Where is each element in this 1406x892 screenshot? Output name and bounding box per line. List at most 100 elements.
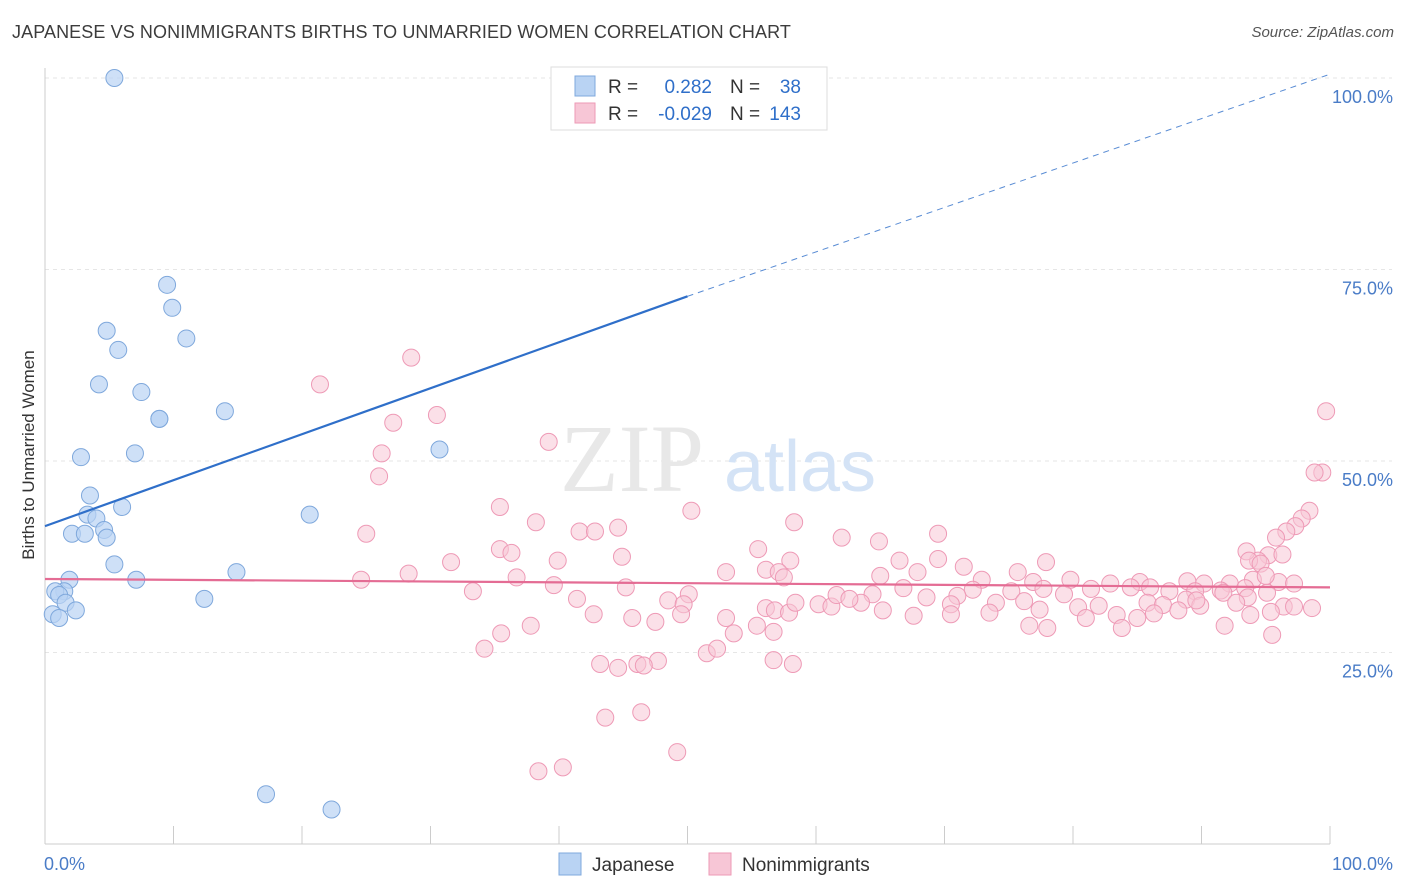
japanese-point-6 <box>109 340 128 359</box>
nonimmigrants-point-20 <box>749 540 768 559</box>
nonimmigrants-point-72 <box>1089 596 1108 615</box>
nonimmigrants-point-81 <box>567 589 586 608</box>
nonimmigrants-point-111 <box>1128 609 1147 628</box>
nonimmigrants-point-66 <box>917 588 936 607</box>
nonimmigrants-point-43 <box>774 568 793 587</box>
nonimmigrants-point-15 <box>869 532 888 551</box>
chart-title: JAPANESE VS NONIMMIGRANTS BIRTHS TO UNMA… <box>12 22 791 42</box>
nonimmigrants-point-142 <box>1305 463 1324 482</box>
japanese-point-13 <box>71 448 90 467</box>
nonimmigrants-point-14 <box>357 524 376 543</box>
nonimmigrants-point-24 <box>929 550 948 569</box>
nonimmigrants-point-5 <box>372 444 391 463</box>
y-tick-label-3: 100.0% <box>1332 87 1393 107</box>
japanese-point-8 <box>132 383 151 402</box>
nonimmigrants-point-134 <box>783 654 802 673</box>
japanese-point-0 <box>105 69 124 87</box>
legend-swatch-japanese <box>574 75 596 97</box>
trend-lines <box>44 73 1331 589</box>
nonimmigrants-point-7 <box>490 497 509 516</box>
japanese-point-4 <box>177 329 196 348</box>
source-label: Source: ZipAtlas.com <box>1251 24 1394 41</box>
japanese-point-5 <box>97 321 116 340</box>
nonimmigrants-point-52 <box>894 579 913 598</box>
nonimmigrants-point-115 <box>724 624 743 643</box>
nonimmigrants-point-113 <box>1303 599 1322 618</box>
nonimmigrants-point-137 <box>668 743 687 762</box>
nonimmigrants-point-3 <box>384 413 403 432</box>
nonimmigrants-point-26 <box>954 557 973 576</box>
japanese-point-36 <box>257 785 276 804</box>
japanese-trend-line <box>44 295 688 528</box>
nonimmigrants-point-6 <box>370 467 389 486</box>
nonimmigrants-point-101 <box>584 605 603 624</box>
nonimmigrants-point-89 <box>1144 604 1163 623</box>
japanese-trend-extension <box>687 73 1331 297</box>
nonimmigrants-point-127 <box>708 639 727 658</box>
nonimmigrants-point-2 <box>427 406 446 425</box>
nonimmigrants-point-55 <box>1034 579 1053 598</box>
nonimmigrants-point-83 <box>873 601 892 620</box>
nonimmigrants-point-123 <box>1263 625 1282 644</box>
nonimmigrants-point-135 <box>596 708 615 727</box>
nonimmigrants-point-139 <box>553 758 572 777</box>
nonimmigrants-point-40 <box>352 570 371 589</box>
correlation-legend: R = 0.282 N = 38 R = -0.029 N = 143 <box>550 66 828 131</box>
nonimmigrants-point-92 <box>1227 593 1246 612</box>
nonimmigrants-point-51 <box>463 582 482 601</box>
japanese-points <box>43 69 662 819</box>
nonimmigrants-point-84 <box>904 606 923 625</box>
nonimmigrants-point-154 <box>1256 566 1275 585</box>
nonimmigrants-point-42 <box>507 568 526 587</box>
japanese-point-34 <box>66 601 85 620</box>
legend-r-label-0: R = <box>608 77 638 98</box>
nonimmigrants-point-10 <box>526 513 545 532</box>
nonimmigrants-point-0 <box>402 348 421 367</box>
nonimmigrants-point-136 <box>632 703 651 722</box>
japanese-point-23 <box>97 528 116 547</box>
nonimmigrants-point-133 <box>609 658 628 677</box>
legend-n-value-0: 38 <box>780 77 801 98</box>
legend-label-nonimmigrants: Nonimmigrants <box>742 855 870 876</box>
nonimmigrants-point-118 <box>521 616 540 635</box>
nonimmigrants-point-109 <box>1020 616 1039 635</box>
nonimmigrants-point-18 <box>502 543 521 562</box>
nonimmigrants-point-21 <box>781 551 800 570</box>
nonimmigrants-point-119 <box>764 622 783 641</box>
y-tick-label-0: 25.0% <box>1342 662 1393 682</box>
nonimmigrants-point-33 <box>871 566 890 585</box>
japanese-point-15 <box>80 486 99 505</box>
nonimmigrants-point-94 <box>1285 597 1304 616</box>
nonimmigrants-point-34 <box>1008 563 1027 582</box>
nonimmigrants-point-104 <box>717 609 736 628</box>
nonimmigrants-point-41 <box>399 564 418 583</box>
legend-swatch-nonimmigrants <box>574 102 596 124</box>
legend-label-japanese: Japanese <box>592 855 674 876</box>
nonimmigrants-point-110 <box>1076 609 1095 628</box>
grid-lines <box>45 77 1392 653</box>
legend-r-value-0: 0.282 <box>664 77 712 98</box>
nonimmigrants-point-11 <box>609 518 628 537</box>
legend-swatch-nonimmigrants-bottom <box>708 852 732 876</box>
nonimmigrants-point-64 <box>1285 574 1304 593</box>
nonimmigrants-point-1 <box>310 375 329 394</box>
nonimmigrants-point-132 <box>634 656 653 675</box>
nonimmigrants-point-90 <box>1169 601 1188 620</box>
nonimmigrants-point-103 <box>672 605 691 624</box>
legend-r-label-1: R = <box>608 104 638 125</box>
x-tick-label-max: 100.0% <box>1332 854 1393 874</box>
nonimmigrants-point-54 <box>1002 582 1021 601</box>
nonimmigrants-point-50 <box>544 576 563 595</box>
nonimmigrants-point-125 <box>475 639 494 658</box>
nonimmigrants-point-117 <box>646 612 665 631</box>
nonimmigrants-point-32 <box>908 563 927 582</box>
nonimmigrants-point-86 <box>1030 600 1049 619</box>
nonimmigrants-point-57 <box>1121 578 1140 597</box>
nonimmigrants-point-58 <box>1141 578 1160 597</box>
y-tick-labels: 25.0% 50.0% 75.0% 100.0% <box>1332 87 1393 682</box>
japanese-point-31 <box>195 589 214 608</box>
nonimmigrants-point-19 <box>612 547 631 566</box>
japanese-point-11 <box>215 402 234 421</box>
nonimmigrants-point-107 <box>840 589 859 608</box>
